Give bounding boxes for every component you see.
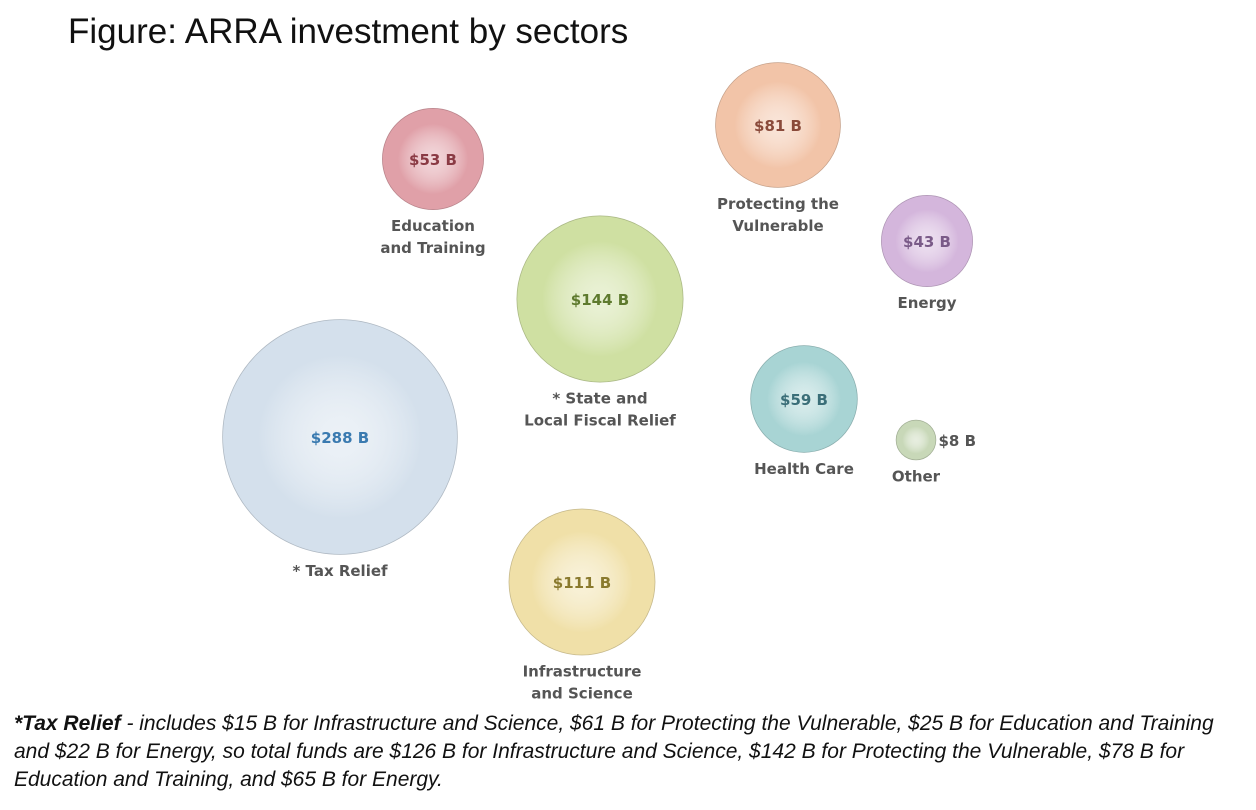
bubble-value-label: $53 B [409,151,457,169]
bubble-category-label: Local Fiscal Relief [524,412,676,430]
bubble-category-label: Other [892,468,941,486]
bubble-highlight [509,509,655,655]
bubble-highlight [896,420,936,460]
bubble-value-label: $111 B [553,574,611,592]
bubble-value-label: $43 B [903,233,951,251]
bubble-chart: $53 B Education and Training $81 B Protectin… [222,62,977,703]
bubble-category-label: * State and [552,390,647,408]
bubble-value-label: $8 B [939,432,977,450]
footnote-bold: *Tax Relief [14,712,121,735]
bubble-value-label: $288 B [311,429,369,447]
bubble-category-label: Vulnerable [732,217,823,235]
chart-title: Figure: ARRA investment by sectors [68,12,629,51]
bubble-highlight [517,216,683,382]
bubble-category-label: Infrastructure [523,663,642,681]
bubble-category-label: and Science [531,685,633,703]
bubble-highlight [223,320,457,554]
bubble-highlight [881,195,973,287]
bubble-category-label: and Training [380,239,485,257]
bubble-category-label: * Tax Relief [292,562,388,580]
bubble-highlight [751,346,857,452]
bubble-category-label: Protecting the [717,195,839,213]
bubble-category-label: Energy [897,294,956,312]
bubble-value-label: $81 B [754,117,802,135]
bubble-value-label: $59 B [780,391,828,409]
footnote: *Tax Relief - includes $15 B for Infrast… [14,710,1244,794]
footnote-text: - includes $15 B for Infrastructure and … [14,712,1214,791]
bubble-value-label: $144 B [571,291,629,309]
bubble-highlight [382,108,484,210]
bubble-category-label: Health Care [754,460,854,478]
bubble-highlight [715,62,841,188]
bubble-category-label: Education [391,217,475,235]
